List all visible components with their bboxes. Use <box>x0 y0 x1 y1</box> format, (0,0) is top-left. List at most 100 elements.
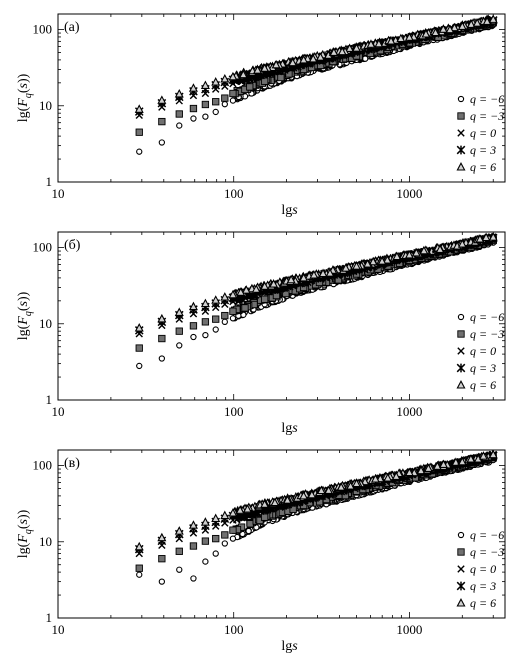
legend-label: q = −6 <box>470 310 504 324</box>
data-point <box>432 461 442 470</box>
panel-label: (а) <box>64 20 80 35</box>
legend-label: q = 3 <box>470 143 496 157</box>
data-point <box>174 88 184 98</box>
legend: q = −6 q = −3 q = 0 q = 3 q = 6 <box>456 528 504 610</box>
data-point <box>404 32 414 41</box>
data-point <box>158 555 166 563</box>
data-point <box>236 287 246 296</box>
data-point <box>366 39 376 48</box>
data-point <box>221 101 228 108</box>
data-point <box>260 63 270 72</box>
data-point <box>352 478 362 488</box>
data-point <box>368 256 378 266</box>
data-point <box>299 54 309 64</box>
x-tick-label: 1000 <box>396 622 422 637</box>
data-point <box>242 504 253 513</box>
data-point <box>438 24 448 33</box>
x-axis-title: lgs <box>281 421 298 436</box>
x-tick-label: 10 <box>52 186 65 201</box>
data-point <box>221 531 229 539</box>
data-point <box>316 485 326 495</box>
data-point <box>260 513 269 521</box>
x-axis-title-var: s <box>292 639 298 654</box>
data-point <box>337 46 347 56</box>
legend-marker <box>456 581 466 591</box>
series-0 <box>136 456 497 585</box>
data-point <box>212 98 220 106</box>
data-point <box>475 234 485 243</box>
data-point <box>288 57 298 67</box>
data-point <box>318 268 328 278</box>
data-point <box>404 467 414 477</box>
data-point <box>352 261 362 270</box>
data-point <box>136 362 143 370</box>
data-point <box>325 268 335 277</box>
plot-frame <box>57 13 506 183</box>
data-point <box>135 344 143 352</box>
x-tick-label: 100 <box>224 186 244 201</box>
data-point <box>158 355 166 362</box>
legend-label: q = −3 <box>470 545 504 559</box>
data-point <box>135 564 143 572</box>
data-point <box>241 285 251 294</box>
legend: q = −6 q = −3 q = 0 q = 3 q = 6 <box>456 92 504 174</box>
data-point <box>212 326 219 333</box>
panel-label: (в) <box>64 456 80 471</box>
data-point <box>189 104 198 113</box>
x-axis-title: lgs <box>281 203 298 218</box>
data-point <box>174 307 184 316</box>
y-tick-label: 1 <box>46 610 53 625</box>
legend-marker <box>456 363 466 373</box>
data-point <box>277 73 285 82</box>
data-point <box>457 21 467 30</box>
x-axis-title: lgs <box>281 639 298 654</box>
data-point <box>386 36 396 45</box>
data-point <box>404 249 414 259</box>
data-point <box>416 465 426 475</box>
data-point <box>212 550 219 557</box>
legend-marker <box>457 548 465 556</box>
data-point <box>221 540 228 547</box>
data-point <box>190 575 197 582</box>
x-tick-label: 10 <box>52 622 65 637</box>
data-point <box>201 318 210 326</box>
data-point <box>488 232 498 241</box>
legend-marker <box>456 598 466 607</box>
data-point <box>189 322 198 330</box>
data-point <box>352 43 362 52</box>
legend-label: q = 6 <box>470 160 496 174</box>
legend-marker <box>457 565 465 573</box>
data-point <box>176 342 183 349</box>
data-point <box>309 270 319 279</box>
x-tick-label: 100 <box>224 622 244 637</box>
data-point <box>158 117 166 126</box>
legend-marker <box>457 531 465 539</box>
data-point <box>299 272 309 282</box>
data-point <box>260 295 269 303</box>
data-point <box>200 298 210 308</box>
data-point <box>466 19 476 28</box>
legend-marker <box>457 347 465 355</box>
data-point <box>211 77 221 86</box>
data-point <box>228 508 238 517</box>
legend-marker <box>457 330 465 338</box>
data-point <box>478 451 488 460</box>
data-point <box>212 315 220 323</box>
legend-label: q = −6 <box>470 92 504 106</box>
legend-marker <box>456 145 466 155</box>
data-point <box>176 566 183 573</box>
data-point <box>158 139 166 146</box>
data-point <box>346 481 356 490</box>
y-tick-label: 10 <box>39 316 52 331</box>
x-tick-label: 100 <box>224 404 244 419</box>
data-point <box>212 108 219 116</box>
legend-marker <box>456 380 466 389</box>
y-tick-label: 10 <box>39 534 52 549</box>
data-point <box>176 122 183 129</box>
data-point <box>457 239 467 248</box>
data-point <box>246 520 254 528</box>
y-tick-label: 100 <box>33 22 53 37</box>
data-point <box>457 456 467 466</box>
data-point <box>158 334 166 343</box>
